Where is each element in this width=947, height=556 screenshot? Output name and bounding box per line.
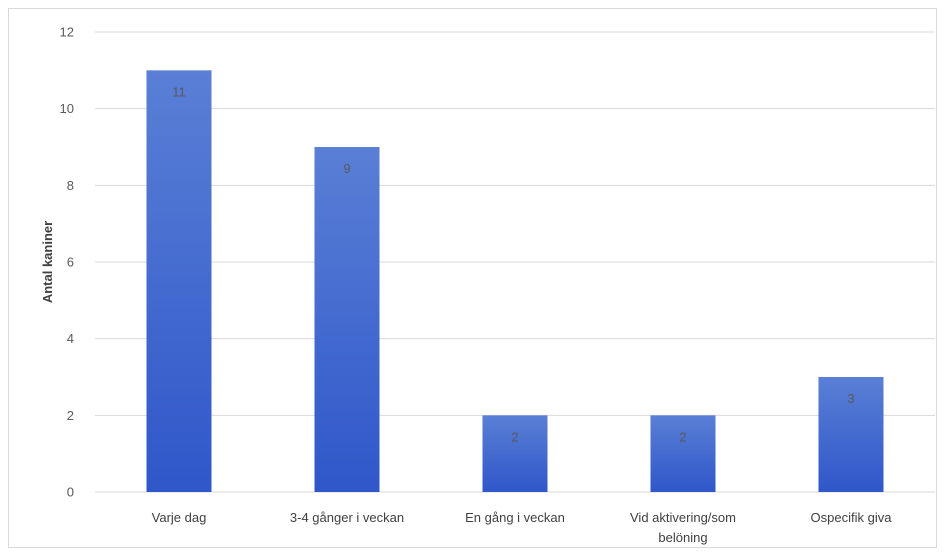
- data-label: 2: [679, 429, 686, 444]
- y-axis-title: Antal kaniner: [40, 221, 55, 303]
- x-tick-label: Varje dag: [152, 510, 207, 525]
- y-tick-label: 12: [60, 25, 74, 40]
- x-tick-label: 3-4 gånger i veckan: [290, 510, 404, 525]
- data-label: 11: [172, 84, 186, 99]
- gridlines: [95, 31, 935, 493]
- bar: [482, 415, 548, 492]
- x-tick-label-line: belöning: [658, 530, 707, 545]
- y-tick-label: 0: [67, 485, 74, 500]
- bar: [650, 415, 716, 492]
- y-tick-label: 8: [67, 178, 74, 193]
- x-tick-label: Vid aktivering/som belöning: [630, 510, 736, 545]
- y-tick-label: 10: [60, 101, 74, 116]
- data-label: 2: [511, 429, 518, 444]
- x-tick-label-line: Vid aktivering/som: [630, 510, 736, 525]
- x-tick-label: En gång i veckan: [465, 510, 565, 525]
- data-labels: 11 9 2 2 3: [172, 84, 854, 444]
- data-label: 9: [343, 161, 350, 176]
- y-tick-label: 2: [67, 408, 74, 423]
- bars: [146, 70, 884, 492]
- data-label: 3: [847, 391, 854, 406]
- bar: [818, 377, 884, 492]
- bar: [314, 147, 380, 492]
- bar: [146, 70, 212, 492]
- y-tick-label: 6: [67, 255, 74, 270]
- x-tick-label-line: En gång i veckan: [465, 510, 565, 525]
- x-tick-label: Ospecifik giva: [811, 510, 893, 525]
- x-tick-label-line: Ospecifik giva: [811, 510, 893, 525]
- y-tick-label: 4: [67, 331, 74, 346]
- x-tick-label-line: Varje dag: [152, 510, 207, 525]
- x-axis-labels: Varje dag 3-4 gånger i veckan En gång i ve…: [152, 510, 893, 545]
- x-tick-label-line: 3-4 gånger i veckan: [290, 510, 404, 525]
- y-axis-ticks: 0 2 4 6 8 10 12: [60, 25, 74, 500]
